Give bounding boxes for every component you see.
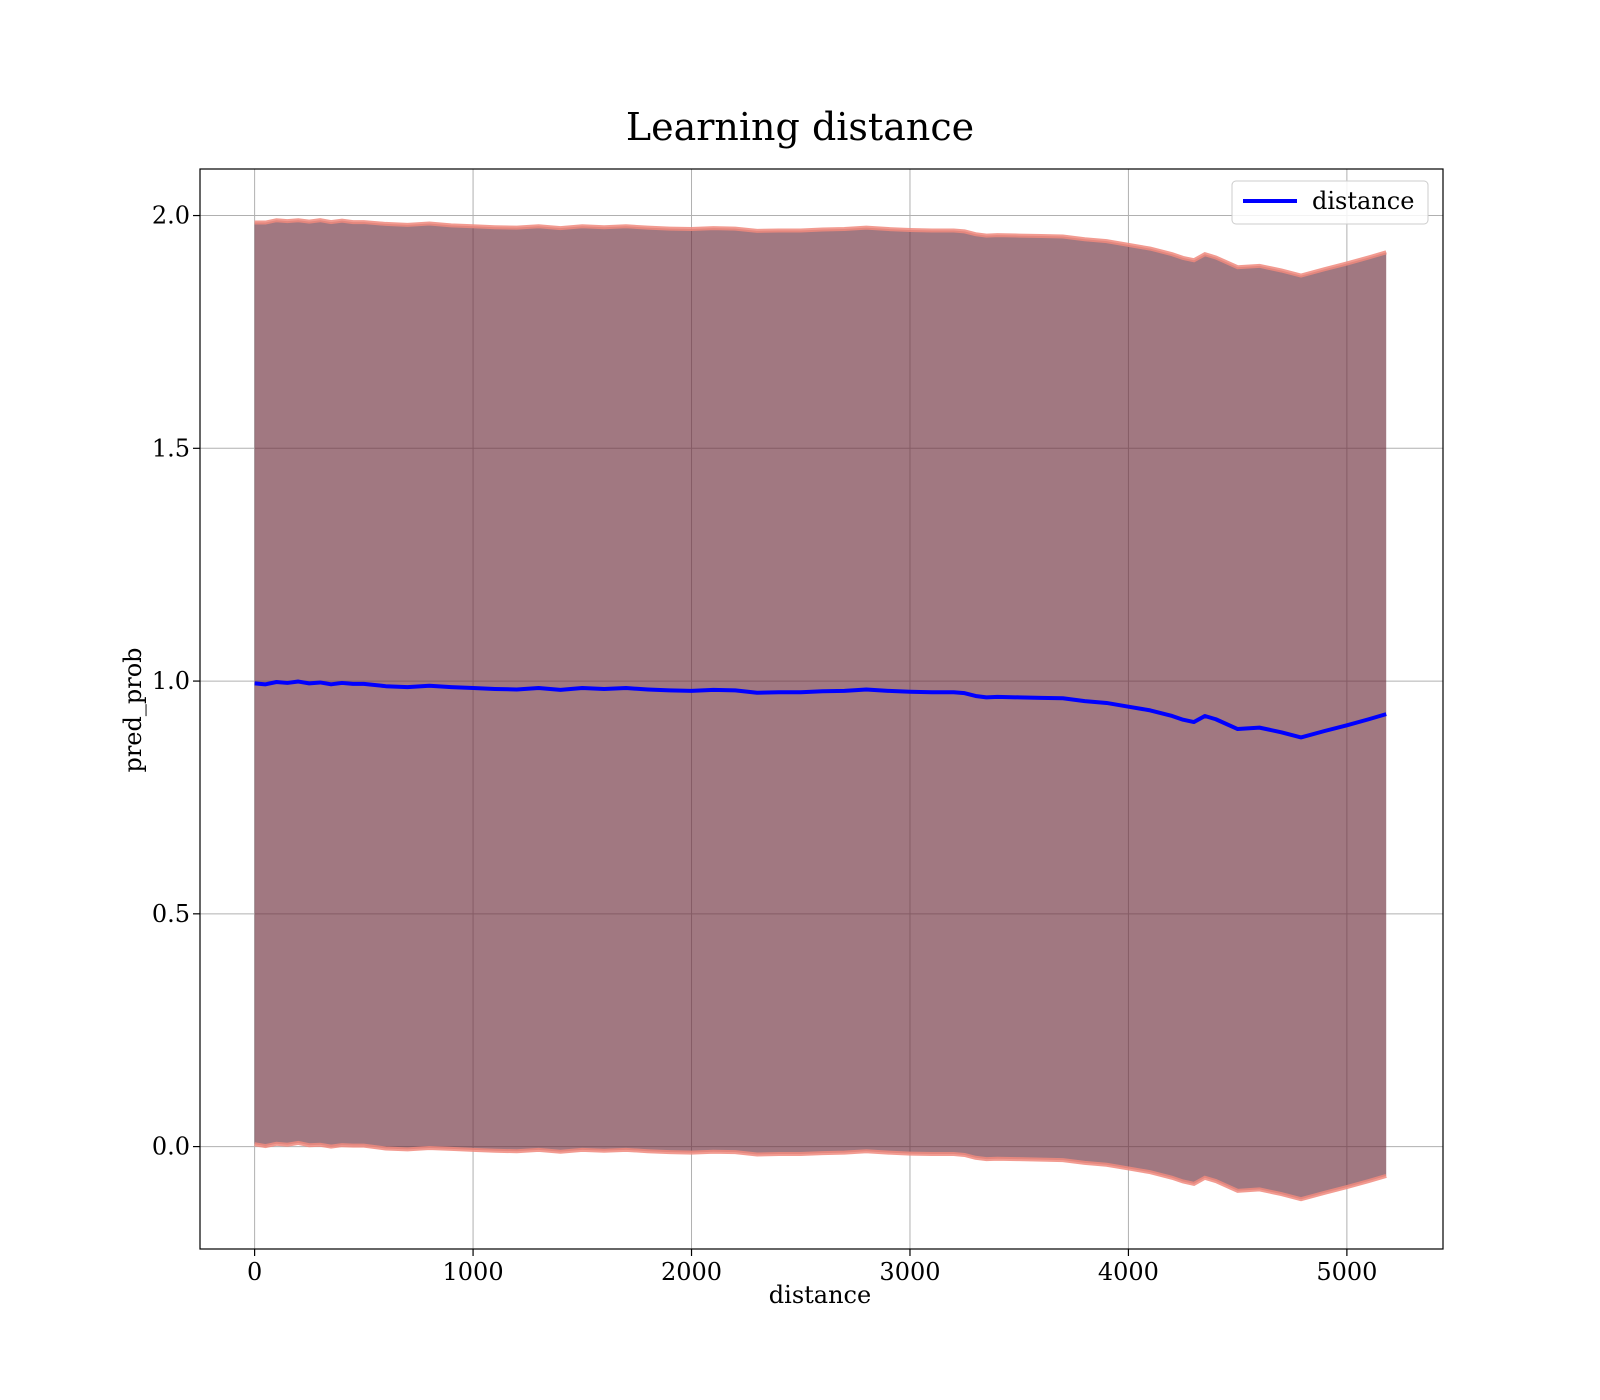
y-tick-label: 0.0 (152, 1133, 190, 1161)
axis-ticks: 0 1000 2000 3000 4000 5000 0.0 0.5 1.0 1.5 2.0 (152, 202, 1378, 1286)
plot-area: 0 1000 2000 3000 4000 5000 0.0 0.5 1.0 1.5 2.0 (152, 168, 1444, 1286)
y-axis-label: pred_prob (119, 647, 147, 772)
x-tick-label: 0 (247, 1258, 262, 1286)
band-lower-edge (254, 1140, 1387, 1202)
series-lines (254, 679, 1387, 740)
y-tick-label: 0.5 (152, 900, 190, 928)
x-tick-label: 3000 (879, 1258, 940, 1286)
confidence-band (254, 218, 1387, 1202)
series-line-distance (254, 679, 1387, 740)
legend-label-distance: distance (1312, 187, 1414, 215)
axes-frame (199, 168, 1444, 1250)
chart-title: Learning distance (626, 105, 974, 149)
x-tick-label: 1000 (443, 1258, 504, 1286)
legend: distance (1231, 180, 1429, 225)
x-axis-label: distance (769, 1281, 871, 1309)
band-upper-edge (254, 218, 1387, 278)
x-tick-label: 4000 (1098, 1258, 1159, 1286)
y-tick-label: 1.5 (152, 434, 190, 462)
x-tick-label: 2000 (661, 1258, 722, 1286)
x-tick-label: 5000 (1316, 1258, 1377, 1286)
legend-box (1231, 180, 1429, 225)
y-tick-label: 2.0 (152, 202, 190, 230)
confidence-band-fill (254, 220, 1387, 1200)
y-tick-label: 1.0 (152, 667, 190, 695)
